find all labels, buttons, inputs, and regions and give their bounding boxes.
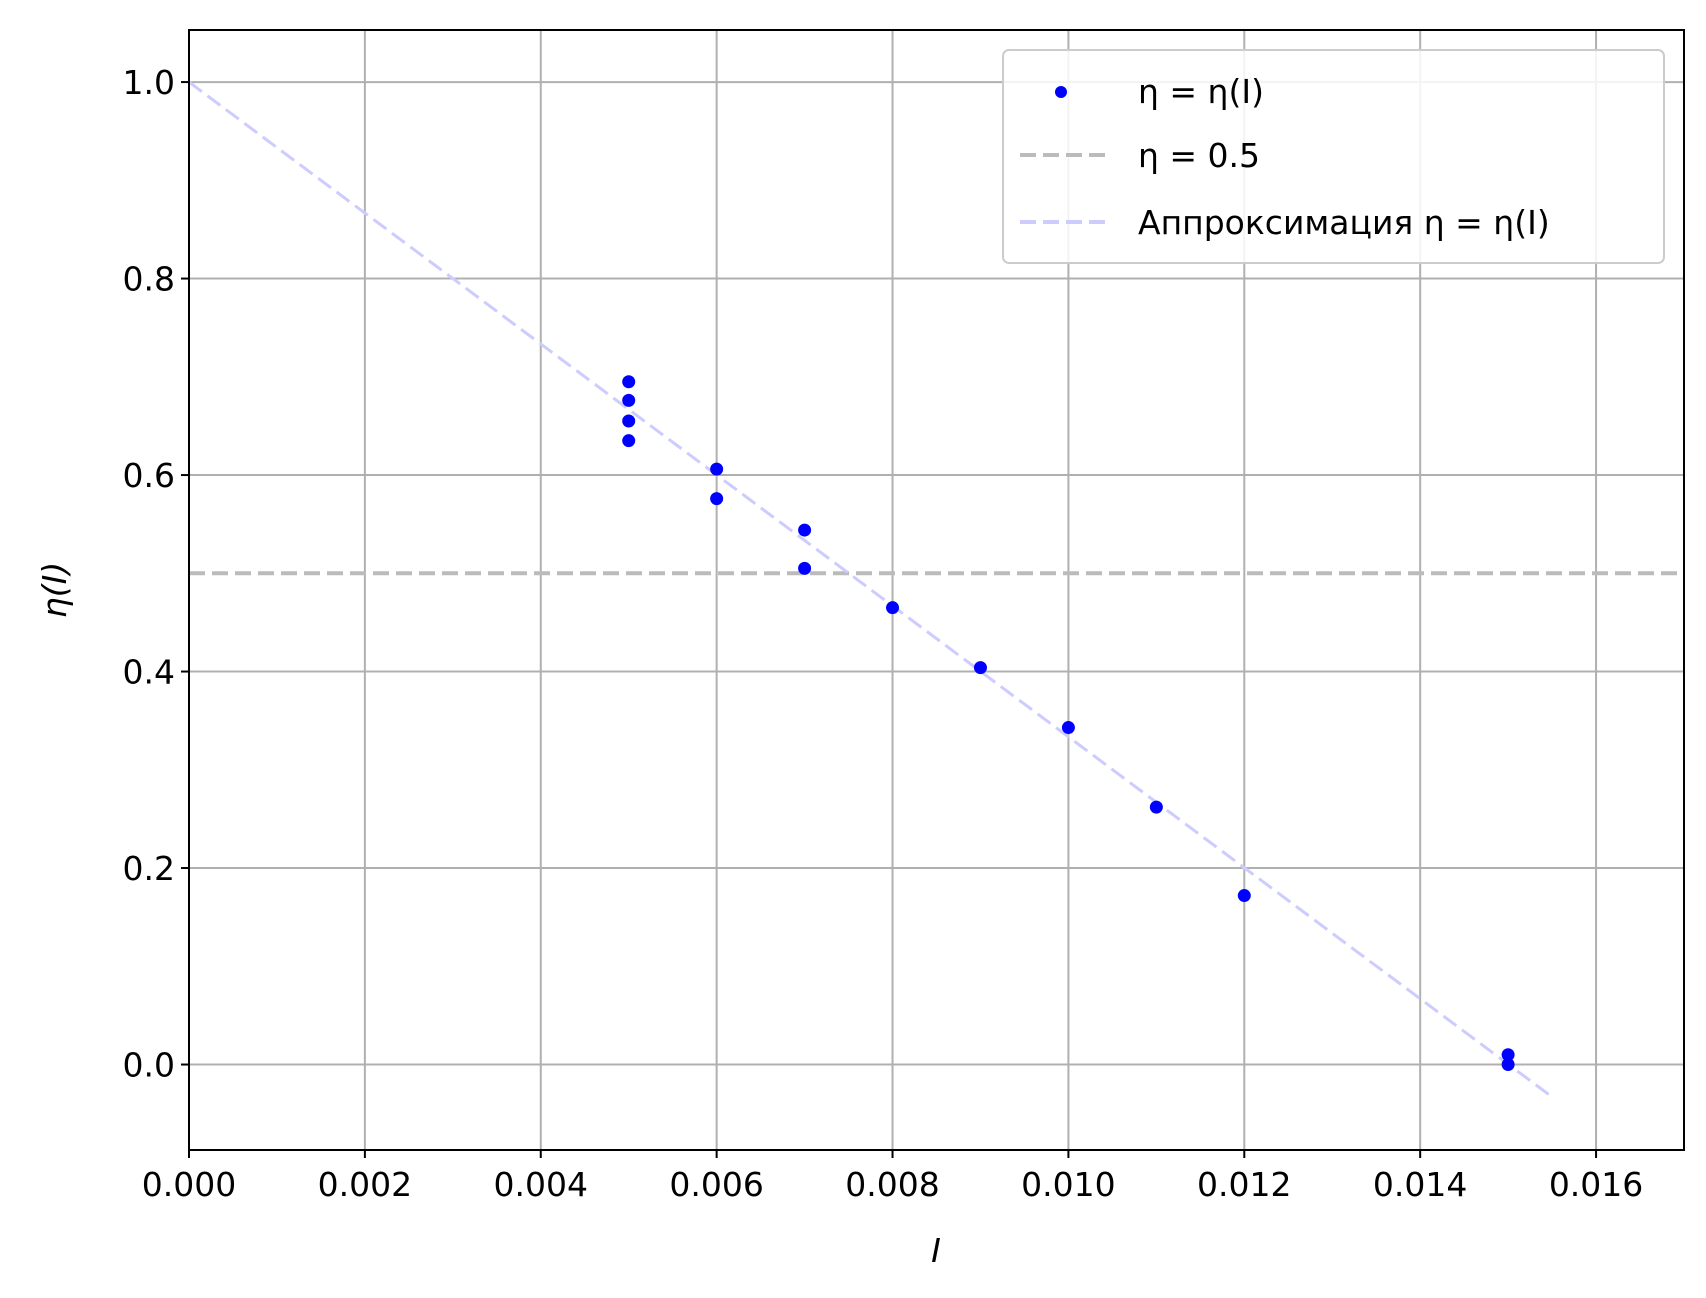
data-point — [886, 601, 900, 615]
data-point — [622, 414, 636, 428]
data-point — [622, 375, 636, 389]
y-tick-label: 0.6 — [123, 456, 175, 495]
data-point — [798, 561, 812, 575]
marks — [188, 80, 1684, 1099]
x-tick-label: 0.002 — [318, 1165, 412, 1204]
x-tick-label: 0.014 — [1373, 1165, 1467, 1204]
x-tick-label: 0.010 — [1021, 1165, 1115, 1204]
data-point — [1501, 1058, 1515, 1072]
data-point — [1237, 889, 1251, 903]
y-tick-label: 0.4 — [123, 653, 175, 692]
x-tick-label: 0.016 — [1549, 1165, 1643, 1204]
data-point — [798, 523, 812, 537]
x-tick-label: 0.008 — [845, 1165, 939, 1204]
legend: η = η(I) η = 0.5 Аппроксимация η = η(I) — [1002, 49, 1665, 264]
legend-marker-scatter — [1055, 86, 1067, 98]
data-point — [710, 462, 724, 476]
legend-label-hline: η = 0.5 — [1138, 136, 1260, 175]
axes-frame — [188, 29, 1685, 1151]
data-point — [622, 393, 636, 407]
x-tick-label: 0.012 — [1197, 1165, 1291, 1204]
y-axis-label: η(I) — [35, 562, 74, 618]
y-tick-label: 0.0 — [123, 1046, 175, 1085]
fit-line — [188, 80, 1553, 1099]
legend-label-fit: Аппроксимация η = η(I) — [1138, 203, 1550, 242]
legend-label-scatter: η = η(I) — [1138, 72, 1264, 111]
x-tick-label: 0.004 — [494, 1165, 588, 1204]
ticks: 0.000 0.002 0.004 0.006 0.008 0.010 0.012 0.014… — [123, 63, 1644, 1204]
data-point — [1501, 1048, 1515, 1062]
data-point — [973, 661, 987, 675]
data-point — [622, 434, 636, 448]
data-point — [1149, 800, 1163, 814]
x-tick-label: 0.006 — [669, 1165, 763, 1204]
y-tick-label: 1.0 — [123, 63, 175, 102]
y-tick-label: 0.8 — [123, 260, 175, 299]
x-tick-label: 0.000 — [142, 1165, 236, 1204]
data-point — [1061, 721, 1075, 735]
x-axis-label: I — [931, 1231, 941, 1270]
legend-box — [1002, 49, 1665, 264]
data-point — [710, 492, 724, 506]
y-tick-label: 0.2 — [123, 849, 175, 888]
